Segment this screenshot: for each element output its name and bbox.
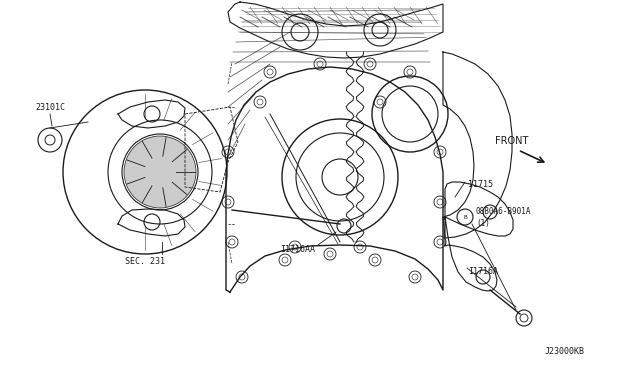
Circle shape xyxy=(124,136,196,208)
Text: 11715: 11715 xyxy=(468,180,493,189)
Text: I1716A: I1716A xyxy=(468,267,498,276)
Text: SEC. 231: SEC. 231 xyxy=(125,257,165,266)
Text: 23101C: 23101C xyxy=(35,103,65,112)
Text: 08B0A6-B901A: 08B0A6-B901A xyxy=(476,207,531,216)
Text: J23000KB: J23000KB xyxy=(545,347,585,356)
Text: I1716AA: I1716AA xyxy=(280,245,316,254)
Text: FRONT: FRONT xyxy=(495,136,529,146)
Text: (1): (1) xyxy=(476,219,490,228)
Text: B: B xyxy=(463,215,467,219)
